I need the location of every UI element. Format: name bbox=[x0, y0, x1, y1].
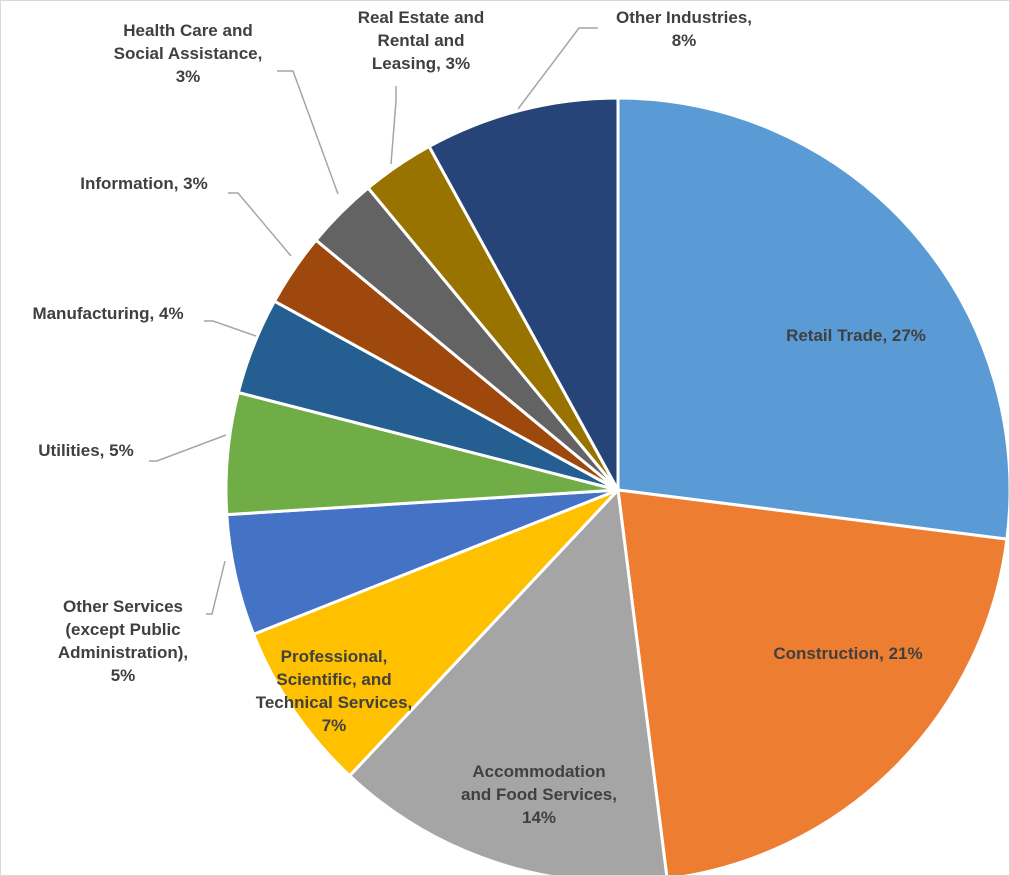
data-label-utilities: Utilities, 5% bbox=[38, 441, 133, 460]
pie-slice-other-industries bbox=[427, 96, 620, 491]
leader-line bbox=[390, 86, 397, 165]
data-label-construction: Construction, 21% bbox=[773, 644, 922, 663]
leader-line bbox=[149, 434, 227, 462]
data-label-other-services-except-public-administration: Other Services (except Public Administrati… bbox=[58, 597, 188, 685]
data-label-accommodation-and-food-services: Accommodation and Food Services, 14% bbox=[461, 762, 617, 827]
leader-line bbox=[228, 192, 292, 257]
leader-line bbox=[517, 27, 598, 110]
data-label-retail-trade: Retail Trade, 27% bbox=[786, 326, 926, 345]
leader-line bbox=[204, 320, 257, 337]
pie-slice-construction bbox=[616, 488, 1009, 875]
data-label-professional-scientific-and-technical-services: Professional, Scientific, and Technical Se… bbox=[256, 647, 413, 735]
leader-line bbox=[206, 560, 226, 615]
pie-slice-accommodation-and-food-services bbox=[347, 486, 669, 875]
data-label-manufacturing: Manufacturing, 4% bbox=[32, 304, 183, 323]
data-label-real-estate-and-rental-and-leasing: Real Estate and Rental and Leasing, 3% bbox=[358, 8, 485, 73]
data-label-health-care-and-social-assistance: Health Care and Social Assistance, 3% bbox=[114, 21, 263, 86]
pie-slice-professional-scientific-and-technical-services bbox=[251, 488, 620, 778]
data-label-information: Information, 3% bbox=[80, 174, 208, 193]
pie-slice-retail-trade bbox=[616, 96, 1009, 541]
data-label-other-industries: Other Industries, 8% bbox=[616, 8, 752, 50]
leader-line bbox=[277, 70, 339, 195]
